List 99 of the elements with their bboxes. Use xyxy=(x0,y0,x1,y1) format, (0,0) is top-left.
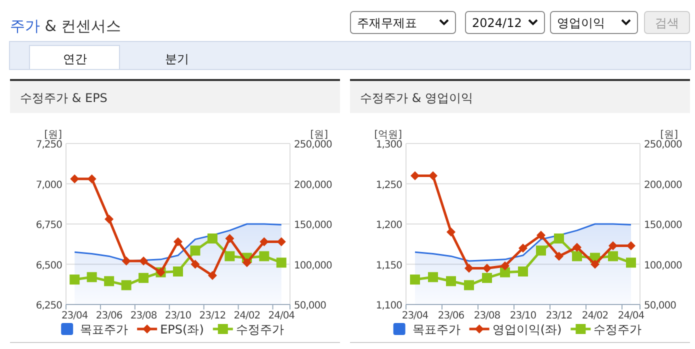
y2-tick-label: 250,000 xyxy=(644,140,682,150)
point xyxy=(572,242,582,252)
point xyxy=(87,174,96,184)
y2-axis-title: [원] xyxy=(310,130,328,140)
point xyxy=(446,228,456,237)
x-tick-label: 23/04 xyxy=(402,310,428,322)
x-tick-label: 24/02 xyxy=(234,310,260,322)
chart-title: 수정주가 & EPS xyxy=(20,91,108,105)
point xyxy=(242,258,252,268)
point xyxy=(554,252,564,261)
point xyxy=(626,241,636,250)
x-tick-label: 23/06 xyxy=(96,310,122,322)
point xyxy=(86,272,97,282)
legend-label: 수정주가 xyxy=(594,322,642,336)
point xyxy=(518,244,528,253)
y2-tick-label: 50,000 xyxy=(294,300,326,312)
point xyxy=(122,256,131,266)
point xyxy=(500,261,510,270)
point xyxy=(428,171,438,180)
point xyxy=(482,264,492,273)
point xyxy=(518,266,528,276)
point xyxy=(536,246,546,256)
point xyxy=(259,251,270,262)
legend-label: EPS(좌) xyxy=(160,322,204,336)
x-tick-label: 23/12 xyxy=(546,310,572,322)
y2-tick-label: 100,000 xyxy=(644,260,682,272)
point xyxy=(572,251,582,262)
text: 검색 xyxy=(655,16,679,30)
y-tick-label: 1,150 xyxy=(376,260,402,272)
y-axis-title: [원] xyxy=(44,130,62,140)
x-tick-label: 24/04 xyxy=(618,310,644,322)
point xyxy=(224,251,235,262)
x-tick-label: 23/12 xyxy=(199,310,226,322)
point xyxy=(428,272,438,282)
y2-tick-label: 100,000 xyxy=(294,260,332,272)
x-tick-label: 23/10 xyxy=(164,310,192,322)
y-tick-label: 7,250 xyxy=(36,140,62,150)
point xyxy=(139,256,148,266)
chart-title: 수정주가 & 영업이익 xyxy=(360,91,473,105)
point xyxy=(104,214,114,224)
point xyxy=(626,258,636,268)
x-tick-label: 24/04 xyxy=(268,310,295,322)
point xyxy=(500,267,510,278)
text: 2024/12 xyxy=(472,16,522,30)
x-tick-label: 23/06 xyxy=(438,310,464,322)
y2-tick-label: 50,000 xyxy=(644,300,676,312)
point xyxy=(138,272,149,283)
legend-label: 영업이익(좌) xyxy=(492,322,562,336)
y-tick-label: 7,000 xyxy=(36,180,62,191)
y-tick-label: 1,100 xyxy=(376,300,402,312)
point xyxy=(208,271,217,280)
point xyxy=(70,174,80,184)
text: 영업이익 xyxy=(557,16,605,30)
y-tick-label: 6,500 xyxy=(36,260,62,272)
point xyxy=(104,276,114,286)
point xyxy=(225,234,234,243)
point xyxy=(482,272,492,283)
x-tick-label: 23/10 xyxy=(510,310,536,322)
y2-tick-label: 150,000 xyxy=(294,220,332,231)
point xyxy=(446,276,456,286)
y-tick-label: 6,750 xyxy=(36,220,62,231)
point xyxy=(608,241,618,250)
y2-tick-label: 250,000 xyxy=(294,140,332,150)
y-tick-label: 1,300 xyxy=(376,140,402,150)
point xyxy=(70,274,80,285)
point xyxy=(410,171,420,180)
point xyxy=(190,246,200,256)
text: 연간 xyxy=(63,52,87,66)
text: 주재무제표 xyxy=(357,16,417,30)
text: 분기 xyxy=(165,52,189,66)
point xyxy=(590,260,600,269)
y2-axis-title: [원] xyxy=(660,130,678,140)
point xyxy=(536,230,546,240)
text: 주가 & 컨센서스 xyxy=(10,17,122,35)
y-tick-label: 6,250 xyxy=(36,300,62,312)
legend-label: 목표주가 xyxy=(412,322,460,336)
point xyxy=(554,233,564,244)
point xyxy=(121,280,132,290)
legend-label: 수정주가 xyxy=(236,322,284,336)
x-tick-label: 23/08 xyxy=(130,310,157,322)
point xyxy=(190,260,200,269)
point xyxy=(464,264,474,273)
point xyxy=(173,266,183,276)
y2-tick-label: 200,000 xyxy=(294,180,332,191)
y2-tick-label: 150,000 xyxy=(644,220,682,231)
x-tick-label: 23/04 xyxy=(61,310,88,322)
point xyxy=(276,258,286,268)
x-tick-label: 24/02 xyxy=(582,310,608,322)
point xyxy=(608,251,618,262)
x-tick-label: 23/08 xyxy=(474,310,500,322)
point xyxy=(174,237,182,246)
point xyxy=(464,280,474,290)
point xyxy=(410,274,420,285)
y2-tick-label: 200,000 xyxy=(644,180,682,191)
y-axis-title: [억원] xyxy=(374,130,402,140)
legend-label: 목표주가 xyxy=(80,322,128,336)
y-tick-label: 1,250 xyxy=(376,180,402,191)
y-tick-label: 1,200 xyxy=(376,220,402,231)
point xyxy=(207,233,218,244)
